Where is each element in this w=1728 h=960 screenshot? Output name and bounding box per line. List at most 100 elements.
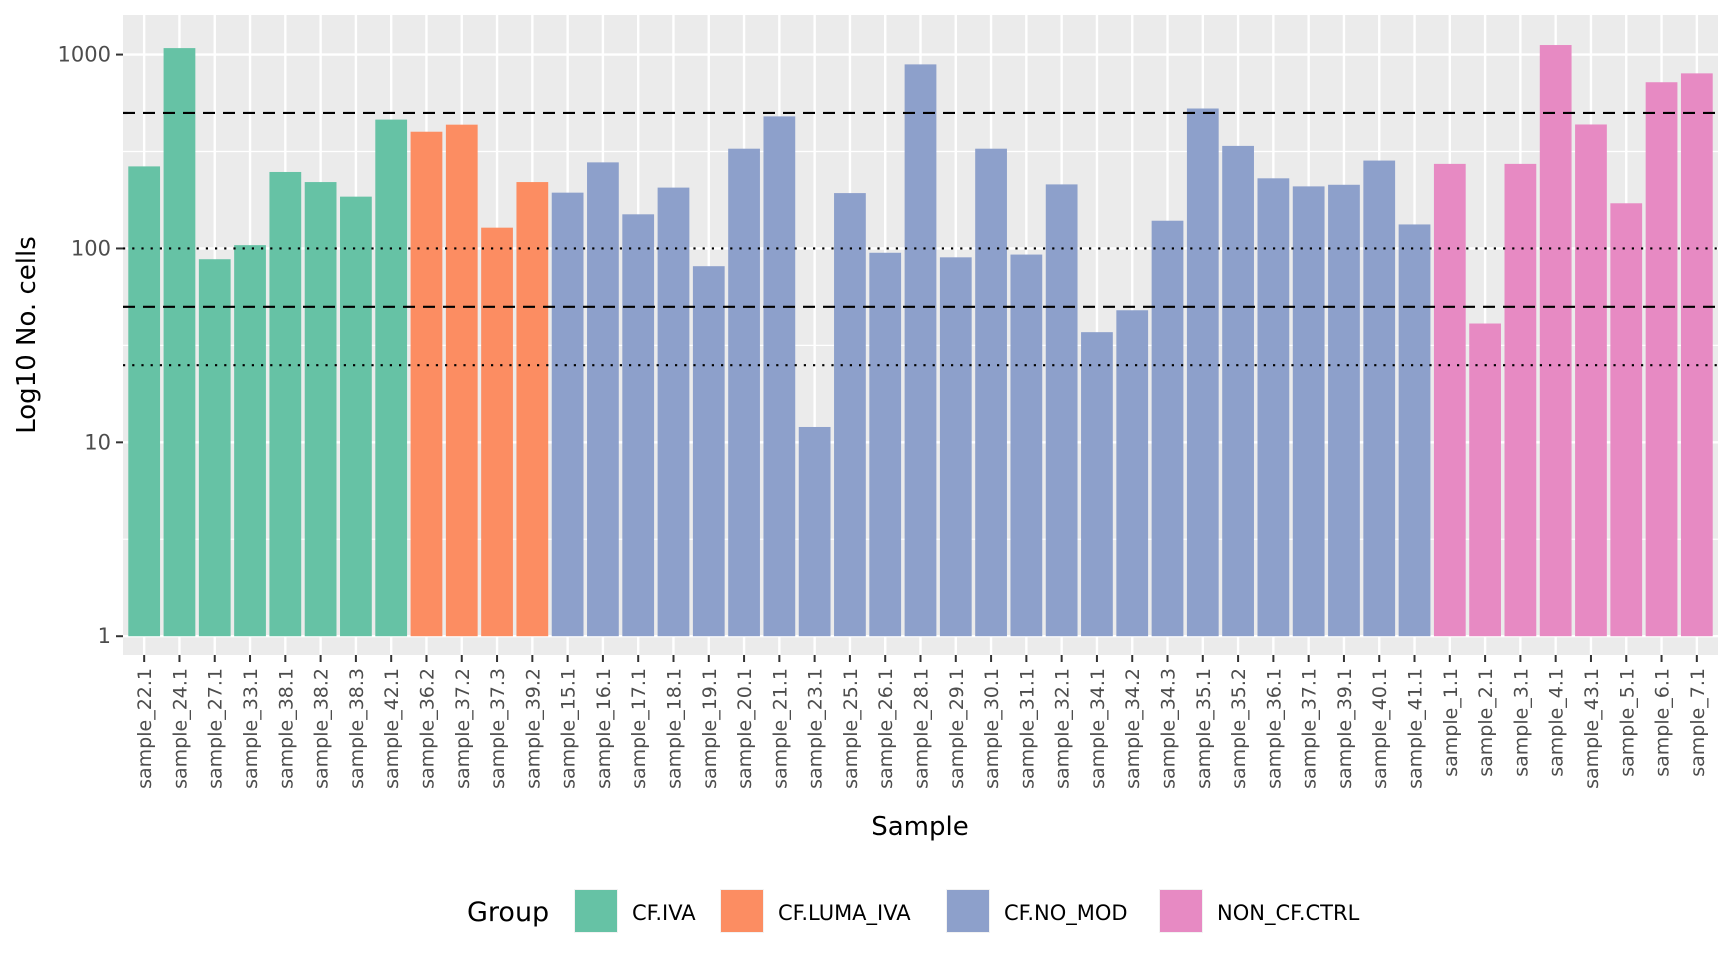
legend-title: Group [467, 897, 549, 928]
x-tick-label: sample_30.1 [981, 668, 1003, 789]
bar-sample_37.1 [1292, 186, 1325, 637]
x-tick-label: sample_36.1 [1263, 668, 1285, 789]
x-tick-label: sample_18.1 [663, 668, 685, 789]
x-tick-label: sample_39.1 [1334, 668, 1356, 789]
bar-sample_32.1 [1045, 184, 1078, 637]
bar-sample_6.1 [1645, 82, 1678, 637]
x-tick-label: sample_15.1 [558, 668, 580, 789]
bar-sample_34.3 [1151, 220, 1184, 637]
x-tick-label: sample_42.1 [381, 668, 403, 789]
bar-sample_17.1 [622, 214, 655, 637]
x-tick-label: sample_5.1 [1616, 668, 1638, 777]
x-tick-label: sample_27.1 [205, 668, 227, 789]
bar-sample_41.1 [1398, 224, 1431, 637]
bar-sample_34.1 [1081, 332, 1113, 637]
x-tick-label: sample_38.2 [311, 668, 333, 789]
bar-sample_35.1 [1186, 108, 1219, 637]
y-tick-label: 1000 [58, 43, 111, 67]
x-tick-label: sample_3.1 [1510, 668, 1532, 777]
bars [128, 45, 1713, 637]
bar-sample_39.1 [1328, 184, 1360, 637]
x-tick-label: sample_37.2 [452, 668, 474, 789]
bar-sample_38.2 [304, 182, 337, 637]
x-tick-label: sample_39.2 [522, 668, 544, 789]
x-tick-label: sample_28.1 [911, 668, 933, 789]
bar-sample_34.2 [1116, 310, 1149, 637]
legend-label: CF.NO_MOD [1004, 901, 1128, 926]
x-tick-label: sample_1.1 [1440, 668, 1462, 777]
bar-sample_40.1 [1363, 160, 1396, 637]
x-tick-label: sample_26.1 [875, 668, 897, 789]
bar-sample_4.1 [1539, 45, 1572, 637]
x-tick-label: sample_23.1 [805, 668, 827, 789]
x-tick-label: sample_21.1 [769, 668, 791, 789]
x-axis-title: Sample [871, 812, 969, 842]
x-tick-label: sample_32.1 [1052, 668, 1074, 789]
x-tick-label: sample_31.1 [1016, 668, 1038, 789]
bar-sample_21.1 [763, 116, 796, 637]
legend-label: CF.IVA [632, 901, 696, 925]
legend-label: CF.LUMA_IVA [778, 901, 911, 926]
bar-sample_30.1 [975, 148, 1007, 637]
bar-sample_7.1 [1680, 73, 1713, 637]
bar-sample_3.1 [1504, 163, 1537, 637]
bar-sample_29.1 [939, 257, 972, 637]
bar-sample_20.1 [728, 148, 760, 637]
x-tick-label: sample_7.1 [1687, 668, 1709, 777]
x-tick-label: sample_36.2 [416, 668, 438, 789]
legend-swatch-NON_CF.CTRL [1160, 890, 1202, 932]
bar-sample_35.2 [1222, 145, 1254, 637]
bar-sample_38.3 [340, 196, 372, 637]
bar-sample_37.3 [481, 227, 513, 637]
x-tick-label: sample_29.1 [946, 668, 968, 789]
bar-sample_42.1 [375, 119, 408, 637]
bar-sample_24.1 [163, 48, 196, 637]
bar-sample_16.1 [587, 162, 619, 637]
bar-sample_39.2 [516, 182, 549, 637]
x-tick-label: sample_22.1 [134, 668, 156, 789]
x-tick-label: sample_17.1 [628, 668, 650, 789]
bar-sample_18.1 [657, 187, 690, 637]
x-tick-label: sample_19.1 [699, 668, 721, 789]
x-tick-label: sample_4.1 [1546, 668, 1568, 777]
x-tick-label: sample_24.1 [169, 668, 191, 789]
bar-sample_28.1 [904, 64, 937, 637]
bar-sample_43.1 [1575, 124, 1607, 637]
x-tick-label: sample_35.2 [1228, 668, 1250, 789]
x-tick-label: sample_40.1 [1369, 668, 1391, 789]
x-tick-label: sample_41.1 [1405, 668, 1427, 789]
bar-sample_1.1 [1433, 163, 1466, 637]
x-tick-label: sample_33.1 [240, 668, 262, 789]
bar-sample_2.1 [1469, 323, 1501, 637]
bar-sample_38.1 [269, 171, 302, 637]
y-tick-label: 1 [98, 624, 111, 648]
x-tick-label: sample_2.1 [1475, 668, 1497, 777]
x-tick-label: sample_38.1 [275, 668, 297, 789]
bar-sample_25.1 [834, 193, 866, 637]
legend-swatch-CF.NO_MOD [947, 890, 989, 932]
y-tick-label: 100 [71, 236, 111, 260]
y-axis: 1 10 100 1000 [58, 43, 123, 648]
bar-sample_31.1 [1010, 254, 1043, 637]
bar-sample_23.1 [798, 426, 831, 637]
x-tick-label: sample_34.1 [1087, 668, 1109, 789]
x-tick-label: sample_35.1 [1193, 668, 1215, 789]
bar-sample_19.1 [692, 266, 725, 637]
x-tick-label: sample_6.1 [1652, 668, 1674, 777]
x-tick-label: sample_37.1 [1299, 668, 1321, 789]
bar-sample_27.1 [198, 259, 231, 637]
x-tick-label: sample_25.1 [840, 668, 862, 789]
y-tick-label: 10 [84, 430, 111, 454]
reference-lines [123, 111, 1718, 367]
x-tick-label: sample_43.1 [1581, 668, 1603, 789]
x-tick-label: sample_38.3 [346, 668, 368, 789]
y-axis-title: Log10 No. cells [12, 236, 42, 434]
bar-sample_26.1 [869, 252, 902, 637]
legend: Group CF.IVA CF.LUMA_IVA CF.NO_MOD NON_CF.C… [467, 889, 1360, 933]
bar-sample_36.1 [1257, 178, 1290, 637]
bar-sample_15.1 [551, 192, 584, 637]
legend-swatch-CF.LUMA_IVA [721, 890, 763, 932]
x-tick-label: sample_34.2 [1122, 668, 1144, 789]
x-tick-label: sample_34.3 [1158, 668, 1180, 789]
